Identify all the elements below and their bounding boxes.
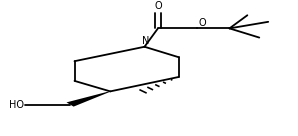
Text: N: N: [142, 36, 150, 46]
Text: O: O: [154, 1, 162, 11]
Text: O: O: [198, 18, 206, 28]
Text: HO: HO: [9, 100, 24, 109]
Polygon shape: [66, 91, 111, 107]
